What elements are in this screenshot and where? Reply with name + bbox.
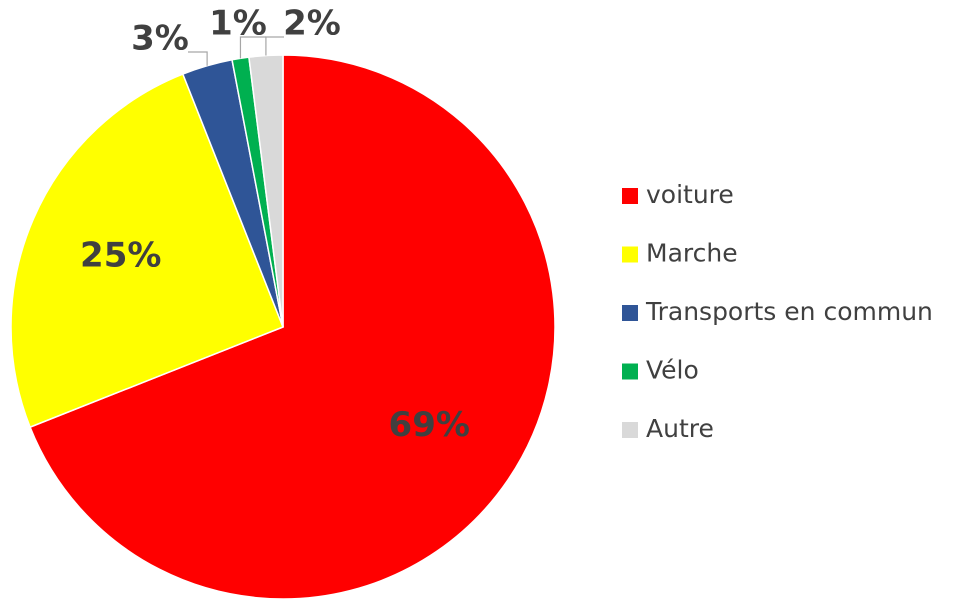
legend-swatch [622,246,638,263]
value-label: 69% [389,405,470,445]
legend-label: Marche [646,239,738,268]
legend-label: voiture [646,180,734,209]
legend-label: Vélo [646,356,699,385]
value-label: 2% [283,4,341,44]
legend-swatch [622,188,638,204]
legend-swatch [622,305,638,321]
legend-swatch [622,363,638,380]
leader-line [265,36,284,56]
legend-label: Transports en commun [645,297,933,326]
leader-line [239,36,266,59]
legend-swatch [622,422,638,438]
pie-slice [10,73,284,429]
pie-slice [29,54,556,599]
value-label: 25% [80,235,161,275]
value-label: 3% [131,19,189,59]
value-label: 1% [209,4,267,44]
legend-label: Autre [646,414,714,443]
leader-line [188,51,208,66]
